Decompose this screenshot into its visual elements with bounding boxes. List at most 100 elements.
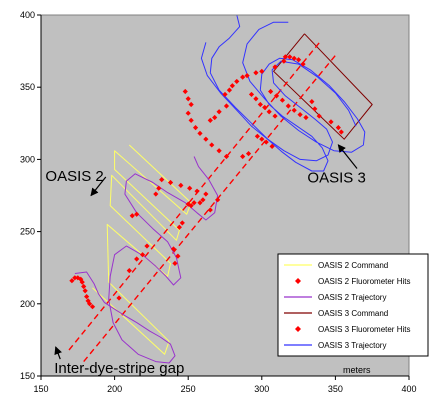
oasis-3-fluorometer-hits-point-46 — [291, 107, 297, 113]
oasis-3-fluorometer-hits-point-23 — [229, 83, 235, 89]
x-tick-label-300: 300 — [254, 384, 269, 394]
oasis-2-fluorometer-hits-point-26 — [187, 185, 193, 191]
legend-swatch-oasis-2-fluorometer-hits — [295, 278, 301, 284]
y-tick-label-350: 350 — [20, 82, 35, 92]
oasis-3-fluorometer-hits-point-38 — [316, 113, 322, 119]
oasis-2-fluorometer-hits-point-25 — [178, 182, 184, 188]
oasis-2-fluorometer-hits-point-16 — [170, 246, 177, 252]
legend: OASIS 2 Command OASIS 2 Fluorometer Hits O… — [277, 253, 429, 357]
oasis-2-fluorometer-hits-point-11 — [116, 295, 122, 301]
oasis-2-fluorometer-hits-point-23 — [159, 177, 165, 183]
oasis-3-fluorometer-hits-point-26 — [244, 73, 250, 79]
oasis-2-command-line — [92, 144, 192, 355]
legend-label-oasis-2-trajectory: OASIS 2 Trajectory — [318, 293, 386, 302]
oasis-3-fluorometer-hits-point-39 — [328, 119, 334, 125]
oasis-2-fluorometer-hits-point-9 — [86, 301, 93, 307]
oasis-2-fluorometer-hits-point-1 — [72, 275, 78, 281]
oasis-3-fluorometer-hits-point-16 — [269, 143, 275, 150]
oasis-3-fluorometer-hits-point-52 — [262, 104, 268, 111]
oasis-2-fluorometer-hits-point-21 — [153, 191, 159, 197]
oasis-3-fluorometer-hits-point-11 — [240, 153, 246, 160]
oasis-3-fluorometer-hits-point-49 — [248, 91, 255, 98]
oasis-3-fluorometer-hits-point-15 — [263, 139, 269, 145]
oasis-3-fluorometer-hits-point-20 — [223, 103, 230, 109]
oasis-2-fluorometer-hits-point-24 — [167, 179, 174, 186]
oasis-3-fluorometer-hits-point-14 — [259, 136, 265, 142]
oasis-2-fluorometer-hits-point-7 — [84, 293, 90, 300]
oasis-3-fluorometer-hits-point-50 — [253, 96, 259, 102]
oasis-3-fluorometer-hits-point-19 — [216, 109, 222, 115]
oasis-3-fluorometer-hits-point-51 — [257, 101, 263, 108]
oasis-3-fluorometer-hits-point-3 — [185, 110, 191, 116]
oasis-2-fluorometer-hits-point-14 — [139, 252, 146, 258]
legend-box — [277, 253, 429, 357]
oasis-2-fluorometer-hits-point-15 — [144, 243, 150, 249]
legend-label-oasis-3-fluorometer-hits: OASIS 3 Fluorometer Hits — [318, 325, 410, 334]
oasis-3-fluorometer-hits-point-13 — [254, 133, 260, 139]
oasis-3-fluorometer-hits-point-36 — [309, 99, 315, 105]
oasis-2-fluorometer-hits-point-18 — [175, 253, 181, 259]
oasis-3-fluorometer-hits-point-7 — [203, 136, 209, 142]
oasis-3-fluorometer-hits-point-29 — [272, 64, 278, 70]
oasis-3-fluorometer-hits-point-41 — [338, 129, 344, 135]
oasis-3-fluorometer-hits-point-9 — [216, 148, 222, 154]
x-tick-label-400: 400 — [401, 384, 416, 394]
oasis-3-fluorometer-hits-point-10 — [223, 153, 230, 160]
oasis-3-fluorometer-hits-point-12 — [245, 151, 252, 157]
oasis-3-fluorometer-hits-point-42 — [268, 88, 274, 95]
oasis-3-fluorometer-hits-point-44 — [279, 97, 286, 103]
oasis-2-fluorometer-hits-point-27 — [194, 188, 200, 194]
oasis-3-fluorometer-hits-point-27 — [253, 70, 259, 76]
y-tick-label-200: 200 — [20, 299, 35, 309]
oasis-3-fluorometer-hits-point-30 — [281, 58, 287, 64]
x-tick-label-150: 150 — [33, 384, 48, 394]
x-tick-label-350: 350 — [328, 384, 343, 394]
y-tick-label-150: 150 — [20, 371, 35, 381]
oasis-3-fluorometer-hits-point-40 — [335, 125, 341, 131]
legend-label-oasis-3-command: OASIS 3 Command — [318, 309, 388, 318]
oasis-3-fluorometer-hits-point-25 — [240, 74, 246, 80]
oasis-3-fluorometer-hits-point-34 — [296, 57, 302, 63]
oasis-3-fluorometer-hits-point-45 — [285, 103, 291, 109]
oasis-2-fluorometer-hits-point-17 — [172, 260, 178, 266]
oasis-3-fluorometer-hits-point-22 — [226, 87, 233, 93]
oasis-2-fluorometer-hits-point-13 — [134, 256, 140, 262]
oasis-2-fluorometer-hits-point-20 — [134, 211, 140, 217]
dye-stripe-line-2-line — [83, 54, 336, 363]
legend-swatch-oasis-3-fluorometer-hits — [295, 326, 301, 332]
hits-layer — [69, 54, 344, 310]
oasis-3-fluorometer-hits-point-21 — [222, 91, 228, 98]
oasis-2-fluorometer-hits-point-37 — [176, 224, 182, 230]
oasis-3-fluorometer-hits-point-43 — [273, 93, 280, 99]
oasis-3-trajectory-inner-loop-line — [200, 42, 357, 162]
dye-stripe-line-1-line — [68, 40, 322, 351]
oasis-2-fluorometer-hits-point-12 — [126, 267, 132, 274]
oasis-3-fluorometer-hits-point-37 — [312, 106, 318, 112]
oasis-3-fluorometer-hits-point-53 — [266, 109, 272, 115]
oasis-3-fluorometer-hits-point-2 — [188, 101, 194, 108]
oasis-2-fluorometer-hits-point-35 — [207, 207, 213, 213]
oasis-2-fluorometer-hits-point-32 — [191, 200, 197, 206]
oasis-2-fluorometer-hits-point-19 — [129, 213, 135, 219]
oasis-3-fluorometer-hits-point-8 — [209, 142, 215, 148]
annotation-arrow-inter-dye-stripe-gap — [54, 346, 62, 360]
oasis-3-fluorometer-hits-point-48 — [303, 114, 309, 121]
annotation-oasis-3: OASIS 3 — [307, 170, 365, 187]
oasis-2-fluorometer-hits-point-28 — [203, 191, 209, 197]
annotation-inter-dye-stripe-gap: Inter-dye-stripe gap — [54, 360, 184, 377]
annotation-oasis-2: OASIS 2 — [45, 168, 103, 185]
oasis-3-fluorometer-hits-point-47 — [297, 112, 303, 118]
x-tick-label-200: 200 — [107, 384, 122, 394]
y-tick-label-400: 400 — [20, 10, 35, 20]
legend-label-oasis-3-trajectory: OASIS 3 Trajectory — [318, 341, 386, 350]
oasis-2-fluorometer-hits-point-29 — [215, 197, 221, 203]
x-axis-label: meters — [343, 365, 371, 375]
legend-label-oasis-2-command: OASIS 2 Command — [318, 261, 388, 270]
oasis-2-fluorometer-hits-point-0 — [69, 278, 75, 284]
oasis-2-fluorometer-hits-point-22 — [156, 185, 162, 191]
y-tick-label-250: 250 — [20, 227, 35, 237]
oasis-2-fluorometer-hits-point-10 — [89, 304, 96, 310]
oasis-2-fluorometer-hits-point-31 — [188, 203, 194, 209]
annotation-arrow-oasis-3 — [337, 144, 358, 169]
